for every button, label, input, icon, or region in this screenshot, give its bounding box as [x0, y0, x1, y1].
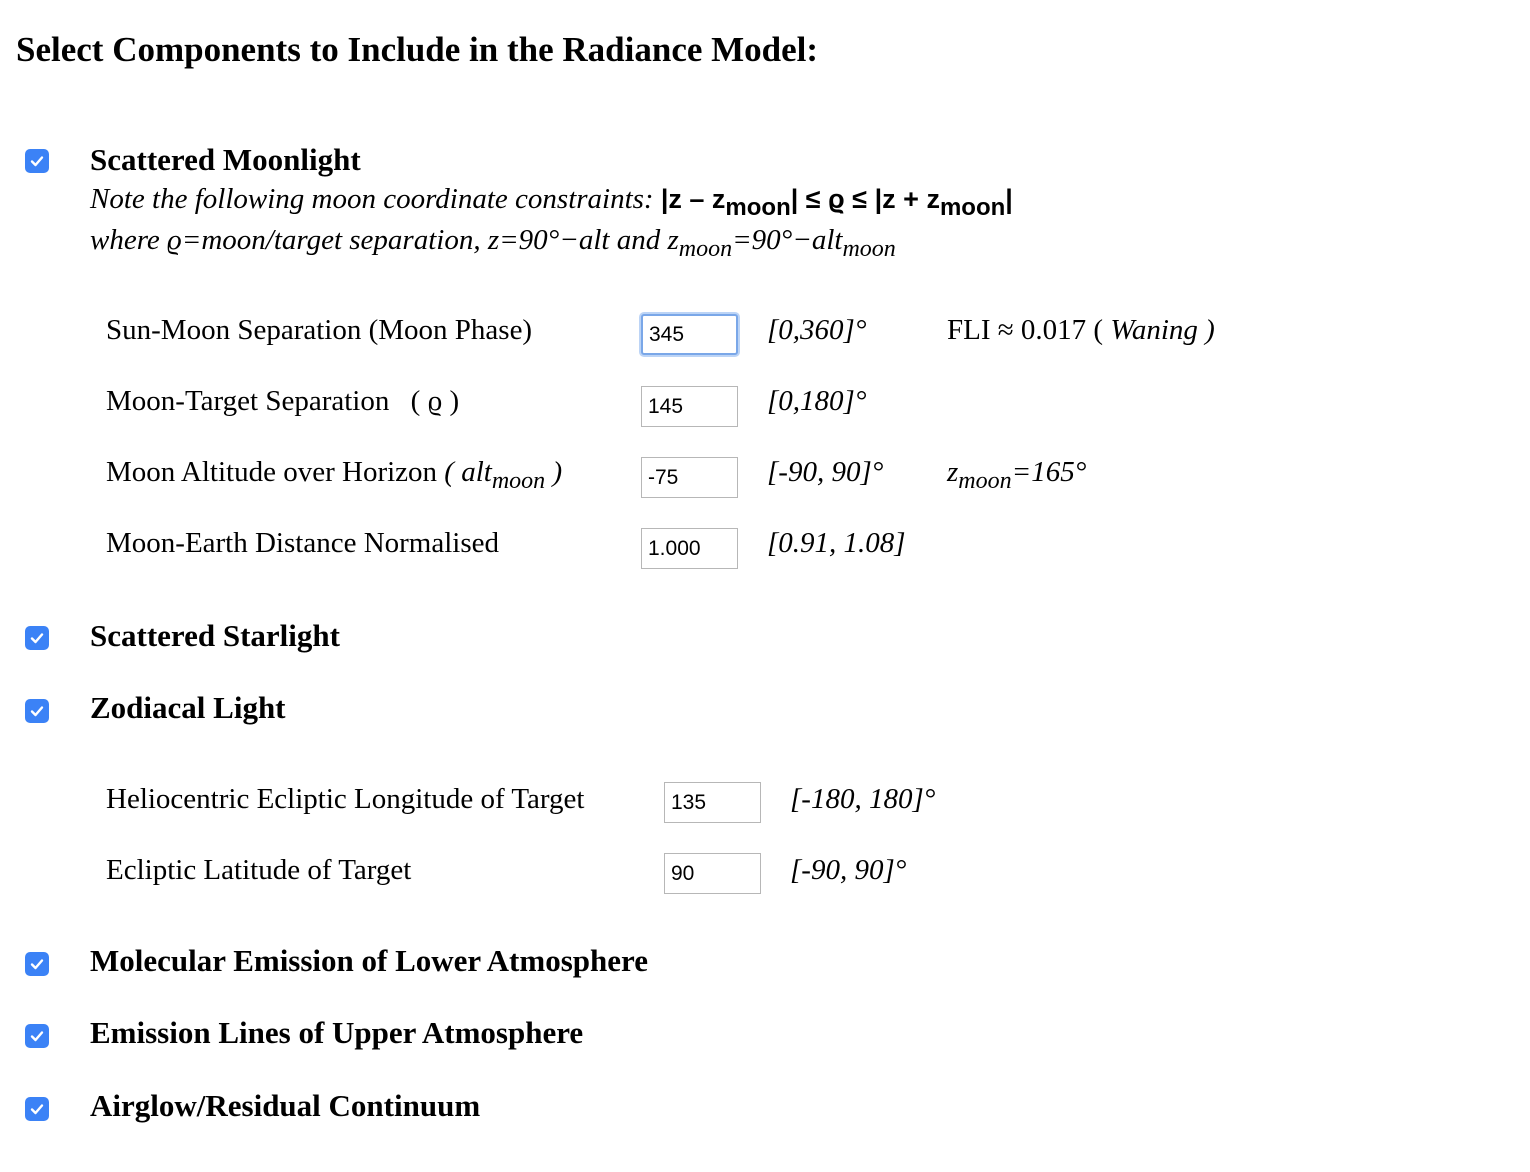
moonlight-label: Scattered Moonlight: [90, 142, 361, 177]
checkmark-icon: [30, 959, 44, 970]
ecliptic-latitude-input[interactable]: [664, 853, 761, 894]
moon-altitude-label: Moon Altitude over Horizon ( altmoon ): [106, 456, 563, 494]
checkmark-icon: [30, 1104, 44, 1115]
moon-altitude-input[interactable]: [641, 457, 738, 498]
zmoon-readout: zmoon=165°: [947, 456, 1087, 494]
checkmark-icon: [30, 1031, 44, 1042]
checkmark-icon: [30, 156, 44, 167]
emission-lines-label: Emission Lines of Upper Atmosphere: [90, 1015, 584, 1050]
starlight-checkbox[interactable]: [25, 626, 49, 650]
sun-moon-separation-range: [0,360]°: [767, 314, 867, 346]
molecular-emission-label: Molecular Emission of Lower Atmosphere: [90, 943, 648, 978]
constraint-formula: |z – zmoon| ≤ ϱ ≤ |z + zmoon|: [660, 184, 1013, 221]
moon-target-separation-input[interactable]: [641, 386, 738, 427]
moon-constraint-note: Note the following moon coordinate const…: [90, 181, 1013, 221]
moonlight-checkbox[interactable]: [25, 149, 49, 173]
sun-moon-separation-input[interactable]: [641, 314, 738, 355]
sun-moon-separation-label: Sun-Moon Separation (Moon Phase): [106, 314, 533, 346]
zodiacal-checkbox[interactable]: [25, 699, 49, 723]
emission-lines-checkbox[interactable]: [25, 1024, 49, 1048]
moon-earth-distance-range: [0.91, 1.08]: [767, 527, 906, 559]
checkmark-icon: [30, 633, 44, 644]
moon-target-separation-label: Moon-Target Separation ( ϱ ): [106, 385, 460, 417]
moon-phase-status: Waning: [1110, 314, 1198, 346]
fli-readout: FLI ≈ 0.017 ( Waning ): [947, 314, 1215, 346]
ecliptic-latitude-label: Ecliptic Latitude of Target: [106, 854, 412, 886]
airglow-checkbox[interactable]: [25, 1097, 49, 1121]
moon-earth-distance-label: Moon-Earth Distance Normalised: [106, 527, 500, 559]
checkmark-icon: [30, 706, 44, 717]
note-text: Note the following moon coordinate const…: [90, 183, 654, 215]
starlight-label: Scattered Starlight: [90, 618, 340, 653]
ecliptic-latitude-range: [-90, 90]°: [790, 854, 907, 886]
ecliptic-longitude-input[interactable]: [664, 782, 761, 823]
moon-definition-note: where ϱ=moon/target separation, z=90°−al…: [90, 224, 896, 262]
ecliptic-longitude-range: [-180, 180]°: [790, 783, 936, 815]
page-title: Select Components to Include in the Radi…: [16, 30, 819, 69]
airglow-label: Airglow/Residual Continuum: [90, 1088, 481, 1123]
moon-altitude-range: [-90, 90]°: [767, 456, 884, 488]
moon-target-separation-range: [0,180]°: [767, 385, 867, 417]
ecliptic-longitude-label: Heliocentric Ecliptic Longitude of Targe…: [106, 783, 585, 815]
zodiacal-label: Zodiacal Light: [90, 690, 286, 725]
molecular-emission-checkbox[interactable]: [25, 952, 49, 976]
moon-earth-distance-input[interactable]: [641, 528, 738, 569]
